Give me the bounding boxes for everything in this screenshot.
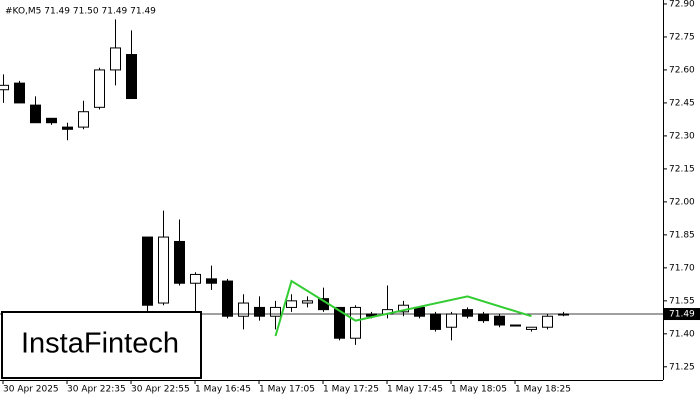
candle-body — [414, 306, 425, 317]
candle-body — [526, 326, 537, 330]
candle-body — [174, 240, 185, 284]
logo: InstaFintech — [21, 328, 179, 360]
y-tick-label: 71.40 — [669, 329, 695, 339]
candle-body — [62, 126, 73, 130]
y-tick-label: 72.30 — [669, 131, 695, 141]
candle-body — [30, 104, 41, 124]
x-tick-label: 30 Apr 22:55 — [131, 385, 190, 395]
y-tick-label: 72.90 — [669, 0, 695, 9]
y-tick-label: 71.70 — [669, 263, 695, 273]
candle-body — [478, 313, 489, 322]
y-tick-label: 72.75 — [669, 32, 695, 42]
y-tick-label: 71.25 — [669, 362, 695, 372]
candle-body — [14, 82, 25, 104]
x-tick-label: 1 May 16:45 — [195, 385, 251, 395]
pattern-line — [274, 279, 532, 337]
candle-body — [222, 280, 233, 317]
x-tick-label: 30 Apr 2025 — [3, 385, 59, 395]
candle-body — [238, 302, 249, 317]
candle-body — [302, 300, 313, 304]
y-tick-label: 72.15 — [669, 164, 695, 174]
candle-body — [446, 313, 457, 328]
y-tick-label: 72.00 — [669, 197, 695, 207]
x-tick-label: 1 May 18:05 — [451, 385, 507, 395]
candle-body — [126, 54, 137, 100]
candle-body — [254, 306, 265, 317]
x-tick-label: 1 May 17:05 — [259, 385, 315, 395]
y-tick-label: 72.45 — [669, 98, 695, 108]
candle-body — [0, 84, 9, 91]
candle-body — [350, 306, 361, 339]
last-price-box — [663, 308, 700, 321]
x-tick-label: 1 May 18:25 — [515, 385, 571, 395]
candle-body — [334, 306, 345, 339]
y-tick-label: 71.55 — [669, 296, 695, 306]
logo-box — [1, 311, 202, 379]
candle-body — [206, 278, 217, 284]
candle-body — [78, 111, 89, 128]
candle-body — [462, 309, 473, 317]
candle-body — [494, 315, 505, 326]
x-tick-label: 30 Apr 22:35 — [67, 385, 126, 395]
y-tick-label: 71.85 — [669, 230, 695, 240]
header: #KO,M5 71.49 71.50 71.49 71.49 — [5, 7, 156, 17]
x-tick-label: 1 May 17:45 — [387, 385, 443, 395]
last-price-label: 71.49 — [669, 310, 695, 320]
x-tick-label: 1 May 17:25 — [323, 385, 379, 395]
y-tick-label: 72.60 — [669, 65, 695, 75]
candle-body — [142, 236, 153, 306]
candle-body — [94, 69, 105, 108]
candle-body — [270, 306, 281, 317]
candle-body — [542, 315, 553, 328]
candle-body — [510, 324, 521, 327]
candle-body — [46, 117, 57, 124]
candle-body — [158, 236, 169, 304]
candle-body — [286, 300, 297, 308]
candle-body — [110, 47, 121, 71]
candle-body — [190, 273, 201, 284]
candle-body — [430, 313, 441, 330]
